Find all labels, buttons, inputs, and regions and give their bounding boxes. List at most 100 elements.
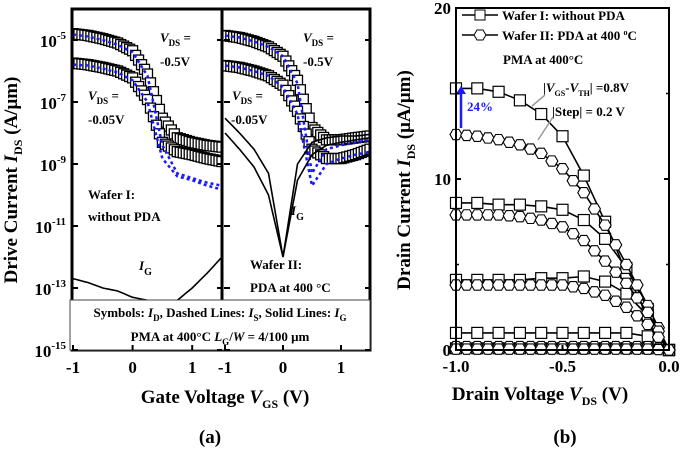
square-marker [216,141,222,153]
hexagon-marker [630,279,644,291]
hexagon-marker [619,301,634,313]
square-marker [492,326,505,339]
hexagon-marker [598,219,612,231]
x-tick-label: 0 [128,358,137,377]
annot-a1-vds-high: VDS = [160,30,191,48]
x-tick-label: -0.5 [549,357,576,376]
hexagon-marker [491,209,506,221]
annot-vgs-vth: |VGS-VTH| =0.8V [543,80,630,98]
hexagon-marker [609,239,623,251]
square-marker [598,275,612,288]
legend-label-wafer-1: Wafer I: without PDA [502,8,626,23]
legend-hexagon-icon [473,29,487,41]
square-marker [556,203,569,216]
hexagon-marker [502,210,516,222]
panel-b-marks [449,82,676,357]
series-is-vds-m0.5-dashed-line [72,33,222,187]
annot-a2-vds-high-value: -0.5V [303,54,334,69]
square-marker [471,196,484,210]
x-tick-label: 0.0 [658,357,679,376]
hexagon-marker [481,132,495,144]
hexagon-marker [619,277,634,290]
annot-a2-vds-low-value: -0.05V [231,112,268,127]
hexagon-marker [619,258,634,271]
square-marker [556,130,569,143]
x-tick-label: 1 [337,358,346,377]
square-marker [513,94,527,107]
annot-a1-vds-low: VDS = [88,88,119,106]
hexagon-marker [598,289,612,301]
annot-a2-ig: IG [290,203,304,223]
square-marker [577,169,590,182]
hexagon-marker [555,163,570,175]
panel-a-legend-line2: PMA at 400°C LG/W = 4/100 μm [131,329,310,347]
square-marker [364,143,370,155]
hexagon-marker [587,203,602,215]
hexagon-marker [609,295,623,307]
leader-line-2 [537,116,554,141]
hexagon-marker [502,136,516,148]
panel-a-legend-line1: Symbols: ID, Dashed Lines: IS, Solid Lin… [94,305,347,323]
hexagon-marker [545,155,559,167]
x-tick-label: 1 [188,358,197,377]
x-tick-label: -1 [66,358,80,377]
hexagon-marker [566,175,580,187]
y-tick-label: 10 [434,170,451,189]
square-marker [364,130,370,142]
square-marker [577,213,590,227]
hexagon-marker [491,133,506,146]
square-marker [641,330,654,343]
y-tick-label: 10-7 [40,92,67,113]
square-marker [620,326,633,339]
panel-a-y-axis-label: Drive Current IDS (A/μm) [1,77,25,284]
hexagon-marker [523,212,538,225]
square-marker [535,326,548,339]
annot-a1-wafer-line2: without PDA [88,209,161,224]
hexagon-marker [577,234,591,247]
square-marker [598,326,612,339]
square-marker [216,155,222,168]
legend-label-wafer-2: Wafer II: PDA at 400 oC [502,28,637,43]
leader-line-1 [531,94,546,107]
hexagon-marker [566,281,580,293]
y-tick-label: 10-15 [34,340,66,361]
panel-a-label: (a) [199,427,221,448]
square-marker [471,326,484,339]
x-tick-label: -1 [218,358,232,377]
series-is-vds-m0.05-dashed-line [224,64,370,189]
subplot-plot-area [222,29,370,258]
square-marker [513,198,527,211]
series-ig-vds-m0.05-solid-line [224,132,370,258]
annot-increase: 24% [467,99,493,114]
hexagon-marker [534,214,548,226]
annot-pma: PMA at 400°C [503,52,583,67]
square-marker [492,198,505,211]
annot-a2-wafer-line1: Wafer II: [250,257,302,272]
series-is-vds-m0.5-dashed-line [224,34,370,177]
panel-b-x-axis-label: Drain Voltage VDS (V) [452,384,628,408]
panel-b-label: (b) [553,427,576,448]
hexagon-marker [577,282,591,295]
annot-a1-ig: IG [138,258,152,278]
increase-arrowhead-icon [456,86,466,94]
annot-a2-vds-high: VDS = [303,30,334,48]
panel-a-x-axis-label: Gate Voltage VGS (V) [141,387,310,411]
hexagon-marker [555,221,570,233]
hexagon-marker [523,143,538,155]
annot-a2-wafer-line2: PDA at 400 °C [250,280,331,295]
series-is-vds-m0.05-dashed-line [72,63,222,191]
square-marker [535,107,548,121]
annot-a1-wafer-line1: Wafer I: [88,187,135,202]
x-tick-label: -1.0 [443,357,470,376]
y-tick-label: 10-13 [34,278,66,299]
subplot-2-marks [222,29,370,258]
hexagon-marker [513,210,527,223]
y-tick-label: 10-9 [40,154,67,175]
hexagon-marker [630,292,644,304]
square-marker [535,200,548,213]
y-tick-label: 20 [434,0,451,18]
subplot-1-marks [72,28,222,306]
hexagon-marker [587,245,602,257]
series-ig-solid-line [72,256,222,306]
